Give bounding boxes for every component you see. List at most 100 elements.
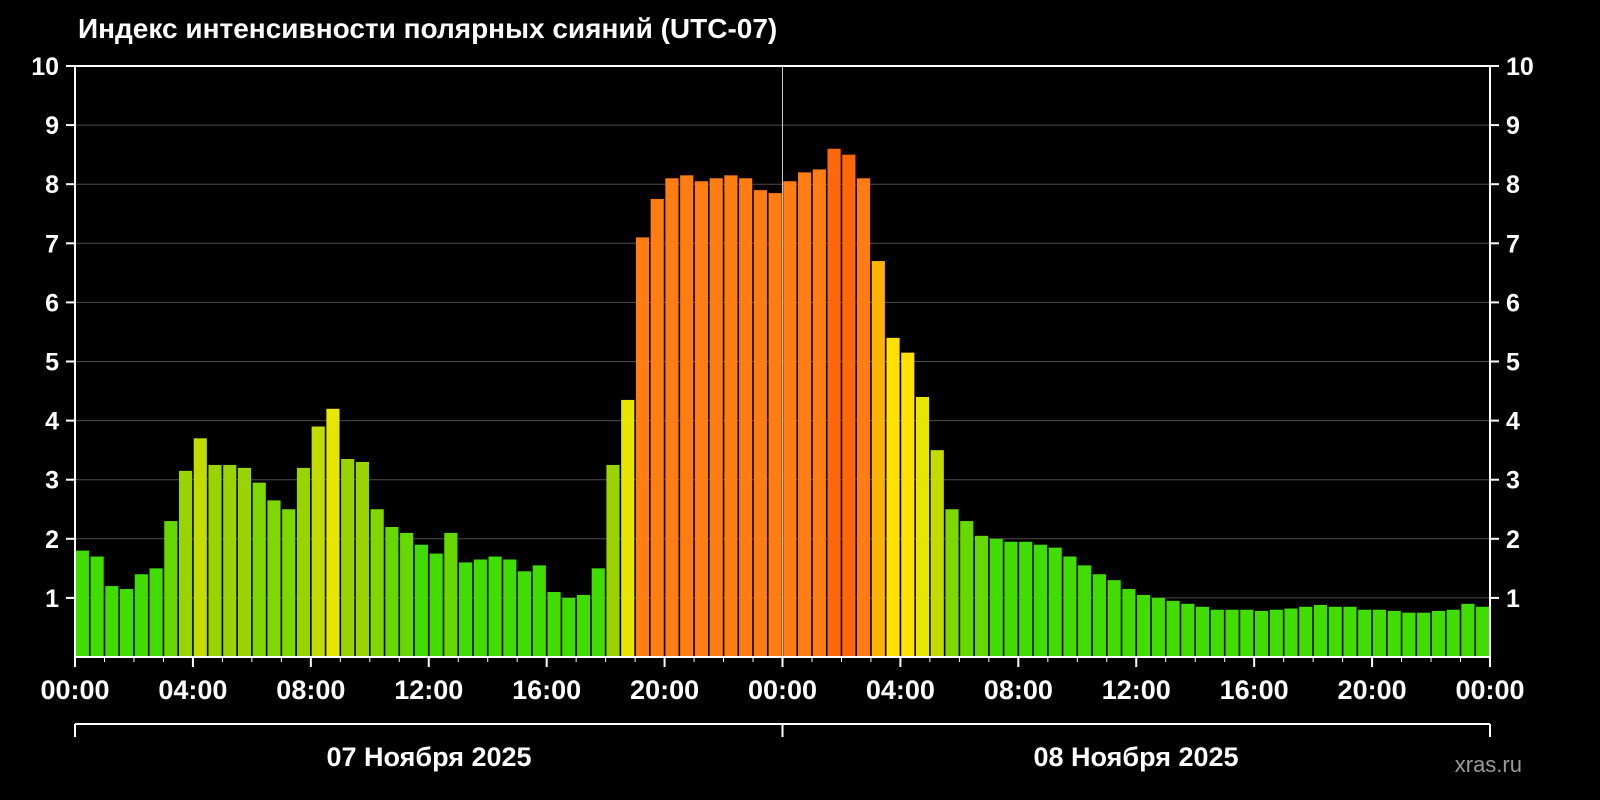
bar xyxy=(1343,606,1357,657)
x-axis-label: 20:00 xyxy=(630,675,699,705)
y-axis-label-left: 1 xyxy=(45,585,59,613)
y-axis-label-right: 5 xyxy=(1506,349,1520,377)
bar xyxy=(960,521,974,657)
bar xyxy=(871,261,885,657)
bar xyxy=(149,568,163,657)
y-axis-label-left: 2 xyxy=(45,526,59,554)
bar xyxy=(1092,574,1106,657)
bar xyxy=(768,193,782,657)
bar xyxy=(326,408,340,657)
bar xyxy=(459,562,473,657)
chart-title: Индекс интенсивности полярных сияний (UT… xyxy=(78,13,777,44)
bar xyxy=(1417,612,1431,657)
bar xyxy=(1063,556,1077,657)
y-axis-label-left: 4 xyxy=(45,408,59,436)
bar xyxy=(827,148,841,658)
bar xyxy=(296,467,311,657)
bar xyxy=(1372,609,1387,657)
y-axis-label-left: 9 xyxy=(45,112,59,140)
bar xyxy=(709,178,723,658)
bar xyxy=(370,509,384,657)
y-axis-label-right: 8 xyxy=(1506,171,1520,199)
bar xyxy=(355,461,369,657)
bar xyxy=(753,190,767,658)
y-axis-label-right: 6 xyxy=(1506,289,1520,317)
bar xyxy=(1225,609,1239,657)
bar xyxy=(1210,609,1224,657)
date-label-day1: 07 Ноября 2025 xyxy=(326,742,531,772)
y-axis-label-right: 10 xyxy=(1506,53,1534,81)
bar xyxy=(105,586,119,657)
bar xyxy=(1299,606,1313,657)
bar xyxy=(724,175,738,657)
bar xyxy=(901,352,915,657)
bar xyxy=(680,175,694,657)
bar xyxy=(886,337,900,657)
bar xyxy=(1048,547,1062,657)
bar xyxy=(1461,603,1475,657)
x-axis-label: 00:00 xyxy=(40,675,109,705)
bar xyxy=(517,571,532,657)
bar xyxy=(930,450,944,657)
y-axis-label-left: 3 xyxy=(45,467,59,495)
bar xyxy=(621,399,635,657)
bar xyxy=(1181,603,1195,657)
x-axis-label: 12:00 xyxy=(394,675,463,705)
bar xyxy=(856,178,871,658)
bar xyxy=(429,553,443,657)
bar xyxy=(1107,580,1121,657)
bar xyxy=(208,464,222,657)
bar xyxy=(223,464,237,657)
bar xyxy=(400,532,414,657)
x-axis-label: 00:00 xyxy=(748,675,817,705)
bar xyxy=(1122,589,1136,657)
y-axis-label-right: 1 xyxy=(1506,585,1520,613)
bar xyxy=(974,535,989,657)
watermark: xras.ru xyxy=(1455,752,1522,777)
bar xyxy=(576,594,591,657)
bar xyxy=(1240,609,1254,657)
bar xyxy=(178,470,193,657)
bar xyxy=(989,538,1003,657)
x-axis-label: 08:00 xyxy=(276,675,345,705)
bar xyxy=(252,482,266,657)
y-axis-label-right: 7 xyxy=(1506,230,1520,258)
bar xyxy=(341,459,355,657)
bar xyxy=(547,591,561,657)
bar xyxy=(1284,608,1298,657)
bar xyxy=(1328,606,1342,657)
bar xyxy=(193,438,207,657)
bar xyxy=(1137,594,1151,657)
x-axis-label: 00:00 xyxy=(1455,675,1524,705)
bar xyxy=(1313,604,1328,657)
y-axis-label-left: 7 xyxy=(45,230,59,258)
bar xyxy=(945,509,959,657)
bar xyxy=(503,559,517,657)
x-axis-label: 16:00 xyxy=(1220,675,1289,705)
bar xyxy=(473,559,487,657)
bar xyxy=(1196,606,1210,657)
x-axis-label: 04:00 xyxy=(158,675,227,705)
bar xyxy=(237,467,252,657)
bar xyxy=(164,521,178,657)
bar xyxy=(1387,610,1401,657)
bar xyxy=(1269,609,1283,657)
bar xyxy=(1358,609,1372,657)
bar xyxy=(842,154,856,657)
x-axis-label: 16:00 xyxy=(512,675,581,705)
bar xyxy=(798,172,812,657)
bar xyxy=(282,509,296,657)
bar xyxy=(1431,610,1445,657)
bar xyxy=(562,597,576,657)
bar xyxy=(606,464,620,657)
bar xyxy=(414,544,428,657)
bar xyxy=(444,532,458,657)
y-axis-label-left: 8 xyxy=(45,171,59,199)
bar xyxy=(591,568,605,657)
x-axis-label: 04:00 xyxy=(866,675,935,705)
bar xyxy=(75,550,89,657)
bar xyxy=(1166,600,1180,657)
bar xyxy=(90,556,104,657)
y-axis-label-left: 6 xyxy=(45,289,59,317)
